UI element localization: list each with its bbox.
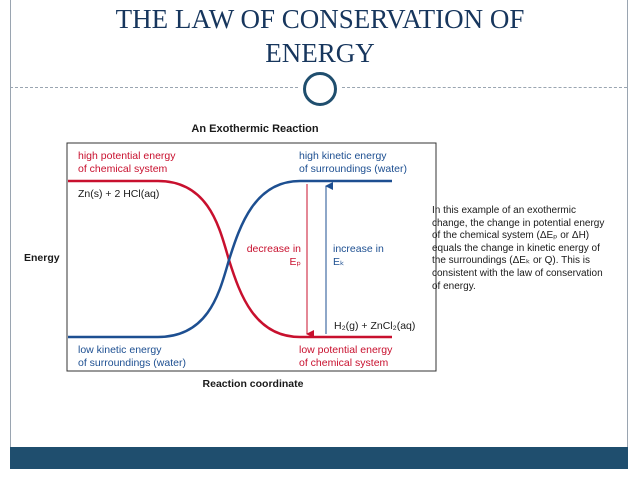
slide-title-line2: ENERGY — [265, 38, 375, 68]
y-axis-label: Energy — [24, 252, 60, 264]
label-decrease-ep: decrease in Eₚ — [246, 243, 301, 268]
kinetic-energy-curve — [68, 179, 392, 339]
x-axis-label: Reaction coordinate — [202, 378, 304, 390]
label-high-kinetic: high kinetic energy of surroundings (wat… — [299, 150, 407, 175]
slide-title-line1: THE LAW OF CONSERVATION OF — [115, 4, 525, 34]
divider-circle-icon — [303, 72, 337, 106]
figure-title: An Exothermic Reaction — [191, 123, 319, 135]
slide-frame-left — [10, 0, 11, 450]
label-low-kinetic: low kinetic energy of surroundings (wate… — [78, 344, 186, 369]
figure-caption: In this example of an exothermic change,… — [432, 205, 605, 292]
footer-bar — [10, 447, 628, 469]
label-low-potential: low potential energy of chemical system — [299, 344, 393, 369]
label-products: H₂(g) + ZnCl₂(aq) — [334, 320, 416, 332]
label-reactants: Zn(s) + 2 HCl(aq) — [78, 188, 160, 200]
slide-title: THE LAW OF CONSERVATION OF ENERGY — [20, 2, 620, 70]
label-increase-ek: increase in Eₖ — [333, 243, 384, 268]
divider-left — [10, 87, 298, 88]
divider-right — [342, 87, 627, 88]
label-high-potential: high potential energy of chemical system — [78, 150, 176, 175]
slide-frame-right — [627, 0, 628, 450]
diagram-frame — [66, 142, 437, 372]
